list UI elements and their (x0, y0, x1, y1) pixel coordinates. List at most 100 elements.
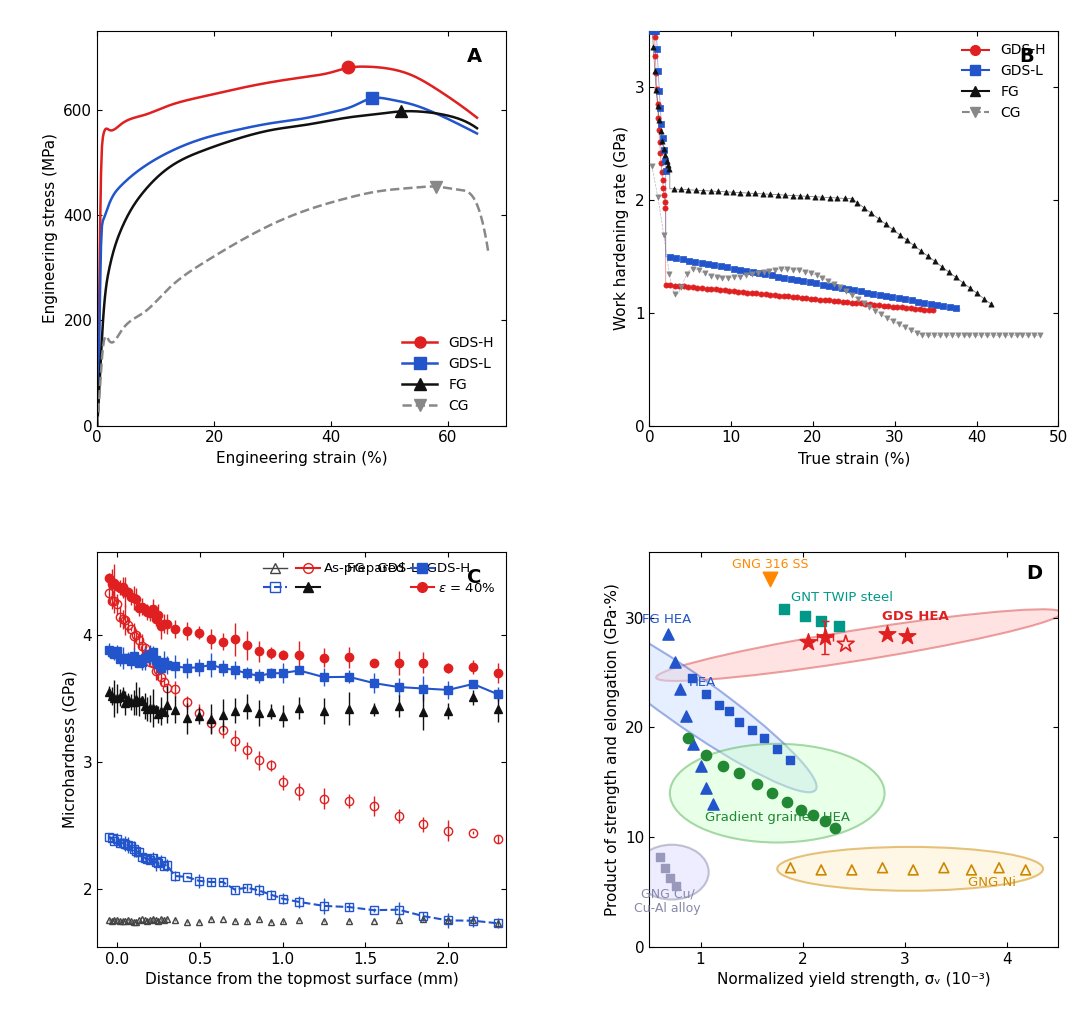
Point (661, 161, 678, 177)
Point (914, 326, 931, 343)
Point (863, 205, 880, 221)
Point (779, 793, 796, 810)
Point (651, 134, 669, 150)
Point (732, 184, 750, 201)
Point (975, 290, 993, 307)
Point (653, 164, 671, 180)
X-axis label: Normalized yield strength, σᵥ (10⁻³): Normalized yield strength, σᵥ (10⁻³) (717, 972, 990, 987)
Text: FG HEA: FG HEA (643, 613, 691, 627)
Point (659, 626, 676, 642)
Point (856, 295, 874, 312)
Point (650, 82, 667, 99)
Point (706, 257, 724, 274)
Point (848, 294, 865, 311)
Point (825, 276, 842, 292)
Point (815, 292, 833, 309)
Point (646, 23, 663, 39)
Point (761, 571, 779, 588)
Point (648, 81, 665, 98)
Point (656, 194, 673, 211)
Y-axis label: Engineering stress (MPa): Engineering stress (MPa) (43, 133, 58, 323)
Point (919, 248, 936, 264)
Point (821, 189, 838, 206)
Point (908, 324, 926, 341)
Point (720, 283, 738, 299)
Point (920, 327, 937, 344)
Text: FG   GDS-L  GDS-H: FG GDS-L GDS-H (347, 562, 470, 575)
Text: D: D (1026, 564, 1042, 582)
Point (680, 252, 698, 269)
Point (755, 731, 772, 747)
Point (813, 189, 831, 206)
Point (843, 287, 861, 304)
Point (933, 258, 950, 275)
Point (656, 153, 673, 170)
Point (747, 285, 765, 301)
Point (792, 802, 809, 818)
Point (692, 757, 710, 774)
Point (861, 298, 878, 315)
Point (718, 259, 735, 276)
Point (833, 280, 850, 296)
Point (801, 274, 819, 290)
Point (782, 271, 799, 287)
Text: A: A (467, 46, 482, 66)
Point (802, 265, 820, 282)
Point (796, 263, 813, 280)
Point (792, 187, 809, 204)
Point (883, 221, 901, 238)
Point (704, 795, 721, 812)
Point (903, 292, 920, 309)
Point (662, 277, 679, 293)
Point (653, 172, 671, 188)
Point (646, 29, 663, 45)
Point (782, 859, 799, 876)
Point (846, 282, 863, 298)
Point (943, 327, 960, 344)
Point (902, 322, 919, 339)
Point (748, 776, 766, 792)
Point (820, 273, 837, 289)
Point (644, 23, 661, 39)
Point (896, 319, 914, 335)
Point (738, 268, 755, 284)
Text: B: B (1020, 46, 1034, 66)
Point (644, 157, 661, 174)
Point (890, 290, 907, 307)
Point (927, 253, 944, 270)
Ellipse shape (670, 744, 885, 843)
Point (891, 226, 908, 243)
Point (832, 279, 849, 295)
Point (929, 296, 946, 313)
Point (667, 878, 685, 894)
Text: Cu-Al alloy: Cu-Al alloy (634, 901, 701, 915)
Ellipse shape (559, 608, 816, 792)
Point (973, 327, 990, 344)
Point (947, 300, 964, 317)
Point (675, 278, 692, 294)
Point (990, 327, 1008, 344)
Point (714, 270, 731, 286)
Point (791, 262, 808, 279)
Ellipse shape (778, 847, 1043, 891)
Point (937, 327, 955, 344)
Point (808, 268, 825, 284)
Point (648, 65, 665, 81)
Point (779, 261, 796, 278)
Point (867, 303, 885, 319)
Point (649, 109, 666, 126)
Point (656, 187, 673, 204)
Point (710, 183, 727, 200)
Point (679, 181, 697, 198)
X-axis label: True strain (%): True strain (%) (798, 451, 910, 466)
Point (855, 200, 873, 216)
Point (657, 201, 674, 217)
Point (657, 164, 674, 180)
Point (875, 297, 892, 314)
Point (870, 297, 888, 314)
Point (738, 262, 755, 279)
Point (775, 288, 793, 305)
Point (731, 766, 748, 782)
Point (961, 280, 978, 296)
Point (899, 628, 916, 644)
